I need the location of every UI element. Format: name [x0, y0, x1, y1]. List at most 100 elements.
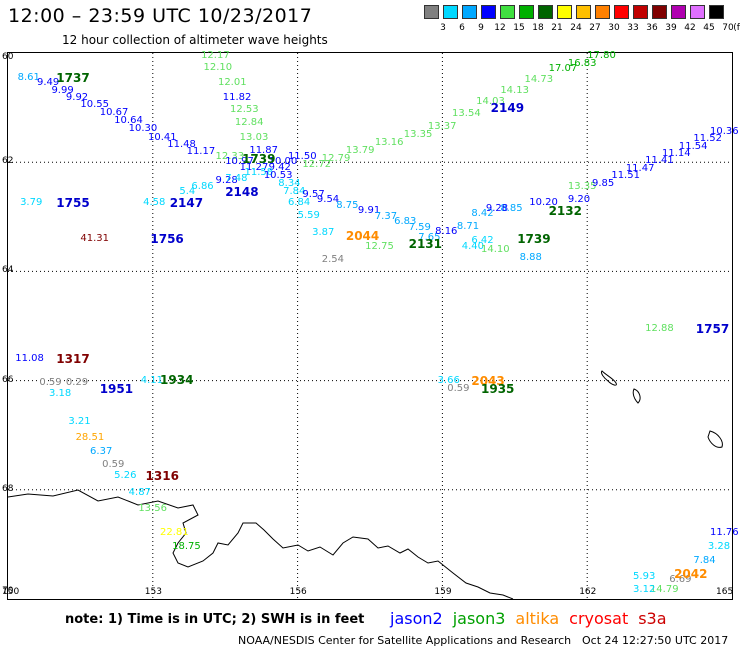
color-swatch [481, 5, 496, 19]
color-swatch [538, 5, 553, 19]
pass-time-label: 1934 [160, 372, 194, 387]
wave-height-value: 3.21 [68, 415, 91, 427]
wave-height-value: 10.53 [263, 169, 293, 181]
wave-height-value: 4.87 [128, 486, 151, 498]
wave-height-value: 28.51 [75, 431, 105, 443]
island-2 [632, 388, 641, 404]
legend-item-jason2: jason2 [390, 609, 443, 628]
coastline [8, 489, 514, 599]
wave-height-value: 6.84 [287, 197, 311, 209]
wave-height-value: 8.16 [435, 226, 458, 238]
pass-time-label: 2149 [490, 100, 525, 115]
latitude-tick-label: 62 [2, 156, 14, 167]
color-swatch [557, 5, 572, 19]
pass-time-label: 2131 [408, 237, 443, 252]
longitude-tick-label: 159 [434, 587, 452, 597]
wave-height-value: 12.72 [302, 158, 332, 170]
wave-height-value: 10.64 [114, 115, 143, 127]
longitude-tick-label: 153 [144, 587, 162, 597]
wave-height-value: 3.66 [437, 374, 460, 386]
island-3 [707, 430, 723, 448]
wave-height-value: 13.37 [427, 120, 457, 132]
pass-time-label: 1739 [242, 152, 276, 167]
wave-height-value: 6.86 [191, 180, 214, 192]
wave-height-value: 5.93 [633, 571, 656, 583]
color-swatch [633, 5, 648, 19]
color-swatch [709, 5, 724, 19]
pass-time-label: 1737 [56, 70, 90, 85]
color-tick-label: 21 [551, 23, 563, 33]
wave-height-value: 7.37 [374, 210, 398, 222]
wave-height-value: 0.59 [447, 382, 470, 394]
longitude-tick-label: 156 [289, 587, 307, 597]
wave-height-value: 41.31 [80, 232, 110, 244]
color-tick-label: 12 [494, 23, 506, 33]
wave-height-value: 9.99 [51, 85, 74, 97]
wave-height-value: 11.58 [244, 167, 274, 179]
wave-height-value: 13.35 [403, 128, 433, 140]
color-swatch [671, 5, 686, 19]
pass-time-label: 1316 [145, 469, 179, 484]
color-tick-label: 30 [608, 23, 620, 33]
page-title: 12:00 – 23:59 UTC 10/23/2017 [8, 5, 313, 27]
wave-height-value: 8.85 [500, 202, 523, 214]
wave-height-value: 10.41 [147, 131, 177, 143]
pass-time-label: 1756 [150, 231, 184, 246]
wave-height-value: 0.29 [65, 377, 89, 389]
wave-height-value: 9.28 [215, 175, 238, 187]
wave-height-value: 5.26 [114, 470, 137, 482]
wave-height-value: 12.33 [215, 150, 245, 162]
wave-height-value: 10.55 [80, 98, 110, 110]
wave-height-value: 9.42 [268, 161, 291, 173]
wave-height-value: 14.10 [481, 243, 510, 255]
wave-height-value: 11.41 [645, 155, 674, 167]
wave-height-value: 12.79 [321, 153, 351, 165]
wave-height-value: 14.13 [500, 85, 529, 97]
color-swatch [519, 5, 534, 19]
color-swatch [576, 5, 591, 19]
wave-height-value: 17.80 [587, 49, 616, 61]
color-swatch [595, 5, 610, 19]
wave-height-value: 4.40 [461, 240, 484, 252]
latitude-tick-label: 66 [2, 374, 14, 385]
color-swatch [424, 5, 439, 19]
wave-height-value: 6.42 [471, 235, 494, 247]
color-swatch [443, 5, 458, 19]
wave-height-value: 8.61 [17, 71, 40, 83]
wave-height-value: 9.28 [485, 202, 509, 214]
color-swatch [462, 5, 477, 19]
lat-lon-gridlines [8, 53, 732, 599]
wave-height-value: 8.75 [336, 199, 359, 211]
pass-time-label: 1757 [695, 321, 730, 336]
wave-height-value: 11.76 [710, 527, 739, 539]
wave-height-value: 13.03 [239, 131, 269, 143]
color-tick-label: 15 [513, 23, 525, 33]
wave-height-value: 11.52 [693, 133, 723, 145]
legend-item-altika: altika [515, 609, 560, 628]
wave-height-value: 12.53 [230, 104, 259, 116]
color-tick-label: 33 [627, 23, 639, 33]
wave-height-value: 12.88 [645, 322, 674, 334]
color-tick-label: 27 [589, 23, 601, 33]
pass-time-label: 2042 [674, 567, 708, 582]
wave-height-value: 5.4 [179, 186, 196, 198]
wave-height-value: 7.65 [418, 231, 441, 243]
color-unit-label: (ft) [733, 23, 740, 33]
pass-time-label: 2147 [169, 196, 204, 211]
wave-height-value: 11.87 [249, 145, 278, 157]
satellite-legend: jason2 jason3 altika cryosat s3a [390, 609, 677, 628]
wave-height-value: 8.88 [519, 251, 542, 263]
latitude-tick-label: 68 [2, 483, 14, 494]
latitude-tick-label: 60 [2, 52, 14, 62]
wave-height-value: 14.73 [524, 74, 554, 86]
wave-height-value: 9.92 [65, 91, 89, 103]
wave-height-value: 11.48 [167, 138, 196, 150]
wave-height-value: 7.48 [225, 172, 248, 184]
latitude-tick-label: 64 [2, 265, 14, 276]
wave-height-value: 11.47 [625, 162, 655, 174]
wave-height-value: 13.16 [374, 137, 404, 149]
pass-time-label: 2044 [345, 228, 380, 243]
pass-time-label: 2132 [548, 204, 582, 219]
wave-height-value: 9.20 [567, 194, 591, 206]
